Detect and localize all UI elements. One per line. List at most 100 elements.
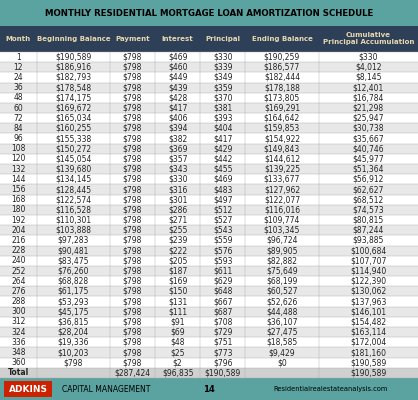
Text: $44,488: $44,488 xyxy=(266,307,298,316)
Bar xyxy=(0,82,418,93)
Text: $172,004: $172,004 xyxy=(350,338,386,347)
Text: $164,642: $164,642 xyxy=(264,114,300,123)
Text: $122,390: $122,390 xyxy=(350,277,386,286)
Text: $798: $798 xyxy=(123,338,142,347)
Text: $190,589: $190,589 xyxy=(55,52,92,62)
Text: $52,626: $52,626 xyxy=(266,297,298,306)
Text: $190,589: $190,589 xyxy=(350,368,386,378)
Text: $417: $417 xyxy=(168,104,187,112)
Text: $160,255: $160,255 xyxy=(55,124,92,133)
Bar xyxy=(0,337,418,348)
Text: 204: 204 xyxy=(11,226,25,235)
Text: $0: $0 xyxy=(277,358,287,367)
Text: $133,677: $133,677 xyxy=(264,175,300,184)
Text: $56,912: $56,912 xyxy=(352,175,384,184)
Text: $186,916: $186,916 xyxy=(55,63,92,72)
Text: $69: $69 xyxy=(171,328,185,337)
Text: 12: 12 xyxy=(14,63,23,72)
Text: Beginning Balance: Beginning Balance xyxy=(36,36,110,42)
Text: $255: $255 xyxy=(168,226,187,235)
Text: $51,364: $51,364 xyxy=(352,165,384,174)
Text: 132: 132 xyxy=(11,165,25,174)
Text: 336: 336 xyxy=(11,338,25,347)
Text: $45,175: $45,175 xyxy=(58,307,89,316)
Text: $798: $798 xyxy=(123,297,142,306)
Text: $186,577: $186,577 xyxy=(264,63,300,72)
Bar xyxy=(0,358,418,368)
Text: $145,054: $145,054 xyxy=(55,154,92,164)
Text: ADKINS: ADKINS xyxy=(9,384,48,394)
Text: $74,573: $74,573 xyxy=(352,206,384,214)
Text: 168: 168 xyxy=(11,195,25,204)
Text: $798: $798 xyxy=(123,104,142,112)
Text: $139,225: $139,225 xyxy=(264,165,300,174)
Text: $527: $527 xyxy=(213,216,232,224)
Text: $359: $359 xyxy=(213,83,232,92)
Text: $165,034: $165,034 xyxy=(55,114,92,123)
Text: $301: $301 xyxy=(168,195,187,204)
Text: $369: $369 xyxy=(168,144,187,153)
Text: $417: $417 xyxy=(213,134,232,143)
Text: $330: $330 xyxy=(213,52,232,62)
Text: $27,475: $27,475 xyxy=(266,328,298,337)
Text: $798: $798 xyxy=(123,348,142,357)
Text: 324: 324 xyxy=(11,328,25,337)
Text: 276: 276 xyxy=(11,287,25,296)
Text: $127,962: $127,962 xyxy=(264,185,300,194)
Text: 240: 240 xyxy=(11,256,25,265)
Text: 36: 36 xyxy=(13,83,23,92)
Text: $114,940: $114,940 xyxy=(350,266,386,276)
Text: $150,272: $150,272 xyxy=(55,144,92,153)
Text: $798: $798 xyxy=(123,195,142,204)
Bar xyxy=(0,195,418,205)
Bar xyxy=(0,52,418,62)
Text: $330: $330 xyxy=(359,52,378,62)
Bar xyxy=(0,225,418,235)
Text: $10,203: $10,203 xyxy=(58,348,89,357)
Text: $116,528: $116,528 xyxy=(55,206,92,214)
Text: Residentialrealestateanalysis.com: Residentialrealestateanalysis.com xyxy=(273,386,387,392)
Text: $2: $2 xyxy=(173,358,183,367)
Text: $35,667: $35,667 xyxy=(352,134,384,143)
Text: $798: $798 xyxy=(123,307,142,316)
Text: $382: $382 xyxy=(168,134,187,143)
Text: $798: $798 xyxy=(123,246,142,255)
Bar xyxy=(0,164,418,174)
Text: $798: $798 xyxy=(123,266,142,276)
Bar xyxy=(0,286,418,296)
Text: $82,882: $82,882 xyxy=(266,256,298,265)
Text: $163,114: $163,114 xyxy=(350,328,386,337)
Text: $80,815: $80,815 xyxy=(353,216,384,224)
Bar xyxy=(0,93,418,103)
Bar xyxy=(0,205,418,215)
Text: $36,107: $36,107 xyxy=(266,318,298,326)
Bar xyxy=(0,327,418,337)
Bar xyxy=(0,368,418,378)
Text: $169,291: $169,291 xyxy=(264,104,300,112)
Bar xyxy=(0,317,418,327)
Bar xyxy=(0,26,418,52)
Text: $97,283: $97,283 xyxy=(58,236,89,245)
Text: Ending Balance: Ending Balance xyxy=(252,36,312,42)
Text: $111: $111 xyxy=(168,307,187,316)
Text: $61,175: $61,175 xyxy=(58,287,89,296)
Bar xyxy=(0,103,418,113)
Text: $91: $91 xyxy=(171,318,185,326)
Text: 24: 24 xyxy=(13,73,23,82)
Text: $593: $593 xyxy=(213,256,232,265)
Text: $349: $349 xyxy=(213,73,232,82)
Text: $205: $205 xyxy=(168,256,187,265)
Text: $798: $798 xyxy=(123,124,142,133)
Text: $751: $751 xyxy=(213,338,232,347)
Bar xyxy=(0,378,418,400)
Text: $404: $404 xyxy=(213,124,232,133)
Text: $543: $543 xyxy=(213,226,232,235)
Text: $68,512: $68,512 xyxy=(353,195,384,204)
Text: $469: $469 xyxy=(213,175,232,184)
Bar xyxy=(0,256,418,266)
Text: $798: $798 xyxy=(123,358,142,367)
Text: $497: $497 xyxy=(213,195,232,204)
Text: $159,853: $159,853 xyxy=(264,124,300,133)
Text: 60: 60 xyxy=(13,104,23,112)
Text: $9,429: $9,429 xyxy=(269,348,295,357)
